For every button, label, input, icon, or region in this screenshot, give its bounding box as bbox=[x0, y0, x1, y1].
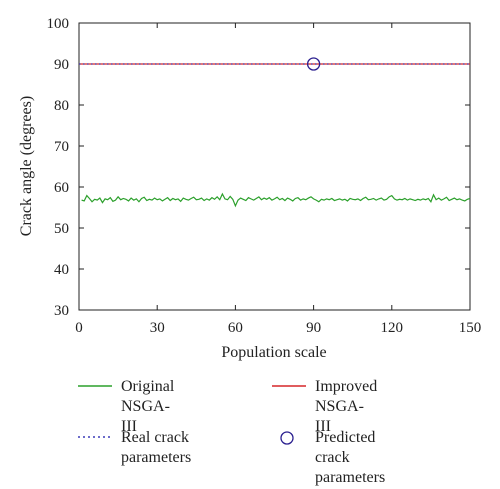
plot-frame bbox=[78, 22, 471, 311]
series-predicted-crack-marker bbox=[306, 57, 321, 71]
x-tick-label: 60 bbox=[228, 320, 243, 336]
series-layer bbox=[79, 57, 471, 208]
x-axis: 0 30 60 90 120 150 bbox=[75, 23, 481, 336]
y-tick-label: 50 bbox=[54, 221, 69, 237]
y-tick-label: 60 bbox=[54, 180, 69, 196]
x-tick-label: 30 bbox=[150, 320, 165, 336]
x-tick-label: 90 bbox=[306, 320, 321, 336]
y-tick-label: 40 bbox=[54, 262, 69, 278]
x-tick-label: 0 bbox=[75, 320, 83, 336]
x-tick-label: 150 bbox=[459, 320, 482, 336]
y-tick-label: 30 bbox=[54, 303, 69, 319]
y-tick-label: 70 bbox=[54, 139, 69, 155]
series-original-nsga3-line bbox=[81, 192, 471, 208]
y-tick-label: 90 bbox=[54, 57, 69, 73]
y-tick-label: 80 bbox=[54, 98, 69, 114]
y-tick-label: 100 bbox=[47, 16, 70, 32]
y-axis-label: Crack angle (degrees) bbox=[18, 96, 35, 236]
x-axis-label: Population scale bbox=[221, 344, 326, 361]
y-axis: 30 40 50 60 70 80 90 100 bbox=[47, 16, 470, 319]
x-tick-label: 120 bbox=[381, 320, 404, 336]
